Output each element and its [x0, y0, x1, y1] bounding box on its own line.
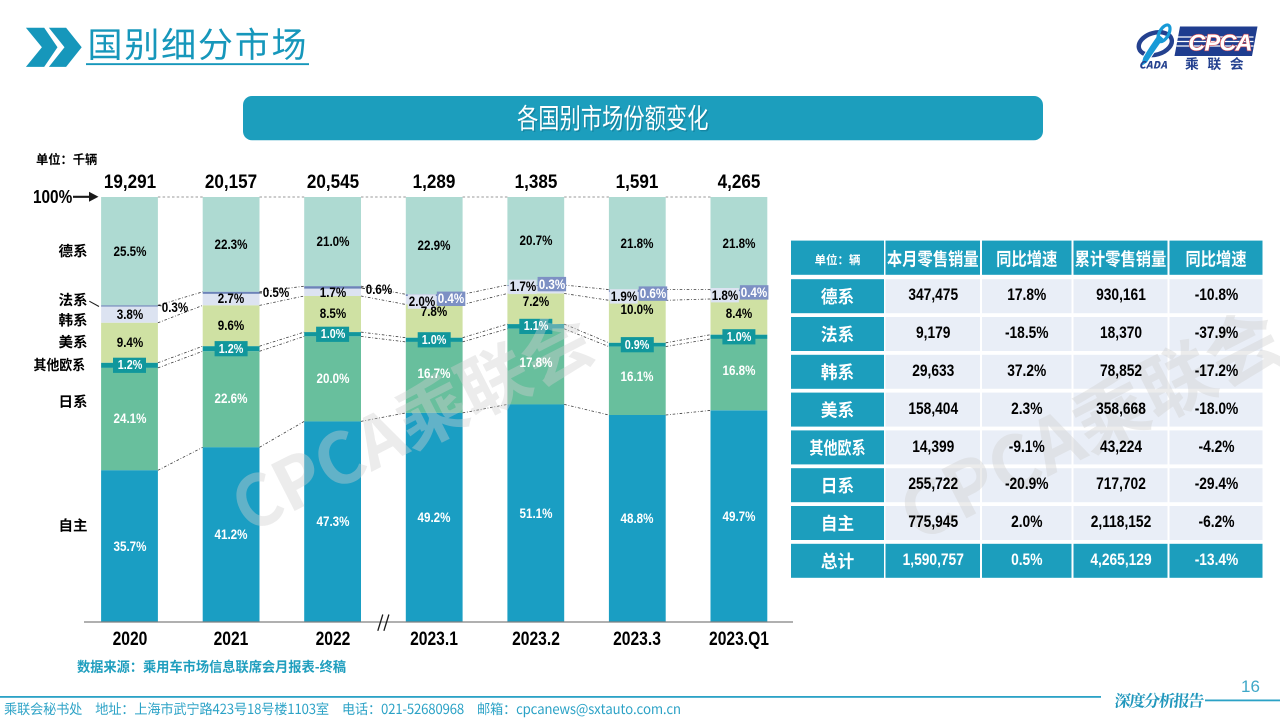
- svg-text:CPCA: CPCA: [1188, 30, 1251, 56]
